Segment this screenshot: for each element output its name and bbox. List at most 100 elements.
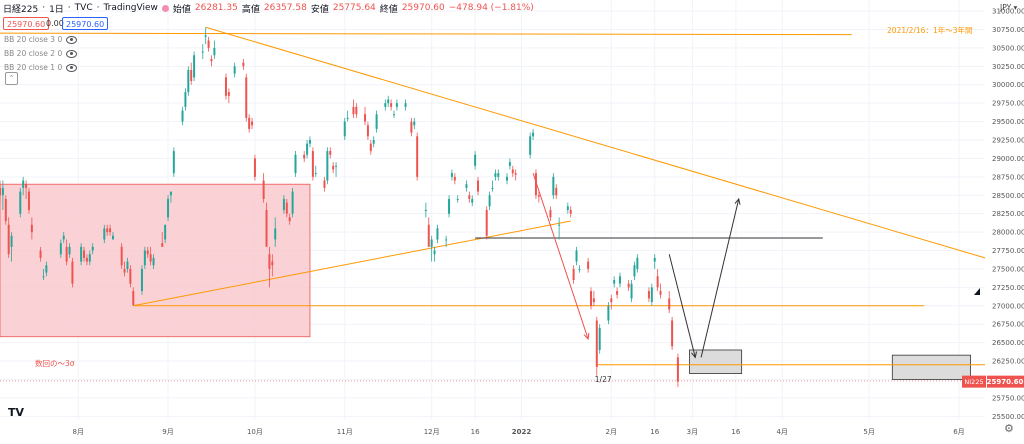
change-value: −478.94 (−1.81%)	[448, 3, 534, 13]
candle-body	[71, 261, 74, 284]
candle	[416, 132, 419, 181]
tradingview-logo[interactable]: TV	[8, 406, 25, 419]
candle	[607, 302, 610, 325]
candle-body	[598, 327, 601, 350]
candle-body	[22, 180, 25, 188]
candle-body	[190, 70, 193, 82]
candle-body	[534, 173, 537, 196]
y-tick-label: 27500.00	[992, 265, 1024, 273]
interval-label[interactable]: 1日	[49, 4, 64, 15]
eye-hidden-icon[interactable]	[66, 49, 78, 58]
settings-icon[interactable]: ⚙	[1004, 422, 1014, 435]
symbol-name[interactable]: 日経225	[3, 4, 39, 15]
candle	[323, 176, 326, 192]
candle	[387, 95, 390, 107]
candle-body	[366, 125, 369, 137]
candle	[653, 254, 656, 269]
candle	[140, 265, 143, 295]
candle	[207, 36, 210, 52]
candle-body	[265, 210, 268, 247]
candle-body	[164, 224, 167, 240]
candle-body	[592, 298, 595, 303]
candle-body	[111, 235, 114, 240]
candle	[19, 187, 22, 218]
candle-body	[65, 246, 68, 262]
candle-body	[210, 58, 213, 62]
candle	[62, 232, 65, 244]
candle	[143, 246, 146, 269]
candle-body	[149, 254, 152, 262]
candle-body	[633, 265, 636, 277]
highlight-zone	[0, 183, 311, 338]
candle-body	[578, 268, 581, 270]
y-tick-label: 26750.00	[992, 321, 1024, 329]
candle-body	[294, 154, 297, 174]
candle-body	[19, 191, 22, 214]
candle	[245, 73, 248, 122]
candle-body	[494, 173, 497, 177]
candle	[465, 180, 468, 192]
eye-hidden-icon[interactable]	[66, 35, 78, 44]
candle-body	[242, 62, 245, 67]
candle-body	[395, 103, 398, 107]
candle-body	[172, 151, 175, 174]
period-note: 2021/2/16：1年〜3年間	[887, 25, 973, 35]
candle	[369, 140, 372, 155]
sell-price-chip[interactable]: 25970.60	[3, 17, 50, 30]
y-tick-label: 31000.00	[992, 8, 1024, 16]
candle-body	[201, 51, 204, 53]
candle-body	[167, 198, 170, 218]
x-tick-label: 3月	[687, 428, 698, 436]
y-tick-label: 29500.00	[992, 118, 1024, 126]
candle	[595, 316, 598, 376]
currency-selector[interactable]: JPY ▾	[1000, 3, 1018, 12]
arrow-head	[734, 197, 741, 205]
candle-body	[91, 246, 94, 251]
buy-price-chip[interactable]: 25970.60	[62, 17, 109, 30]
y-tick-label: 29000.00	[992, 155, 1024, 163]
candle-body	[375, 114, 378, 129]
candle-body	[505, 176, 508, 181]
candle-body	[42, 276, 45, 278]
indicator-row-3[interactable]: BB 20 close 1 0	[4, 63, 78, 72]
candle	[204, 27, 207, 45]
candle-body	[143, 250, 146, 266]
candle-body	[59, 243, 62, 255]
cursor-icon	[974, 288, 980, 295]
candle	[190, 62, 193, 85]
trendline	[205, 26, 986, 259]
candle	[552, 173, 555, 199]
arrow-line	[668, 254, 696, 358]
candle-body	[123, 268, 126, 273]
candle-body	[326, 151, 329, 181]
candle	[224, 73, 227, 100]
currency-label: JPY	[1000, 3, 1012, 12]
candle	[448, 195, 451, 218]
indicator-row-2[interactable]: BB 20 close 2 0	[4, 49, 78, 58]
candle-body	[511, 169, 514, 174]
candle-body	[146, 250, 149, 255]
indicator-row-1[interactable]: BB 20 close 3 0	[4, 35, 78, 44]
candle	[4, 195, 7, 225]
candle-body	[303, 154, 306, 159]
candle-body	[120, 246, 123, 266]
candle	[265, 202, 268, 247]
candle	[172, 147, 175, 177]
eye-hidden-icon[interactable]	[66, 63, 78, 72]
candle	[65, 239, 68, 266]
candle	[511, 165, 514, 177]
x-tick-label: 4月	[776, 428, 787, 436]
candle	[537, 191, 540, 203]
candle-body	[126, 261, 129, 269]
arrow-head	[691, 351, 697, 359]
indicator-label: BB 20 close 2 0	[4, 49, 63, 58]
candle	[213, 40, 216, 59]
candle-body	[311, 151, 314, 177]
candle-body	[285, 202, 288, 214]
candle	[514, 169, 517, 181]
candle-body	[227, 92, 230, 96]
candle-body	[445, 239, 448, 241]
candle-body	[62, 235, 65, 240]
collapse-legend-icon[interactable]: ⌃	[5, 72, 18, 85]
